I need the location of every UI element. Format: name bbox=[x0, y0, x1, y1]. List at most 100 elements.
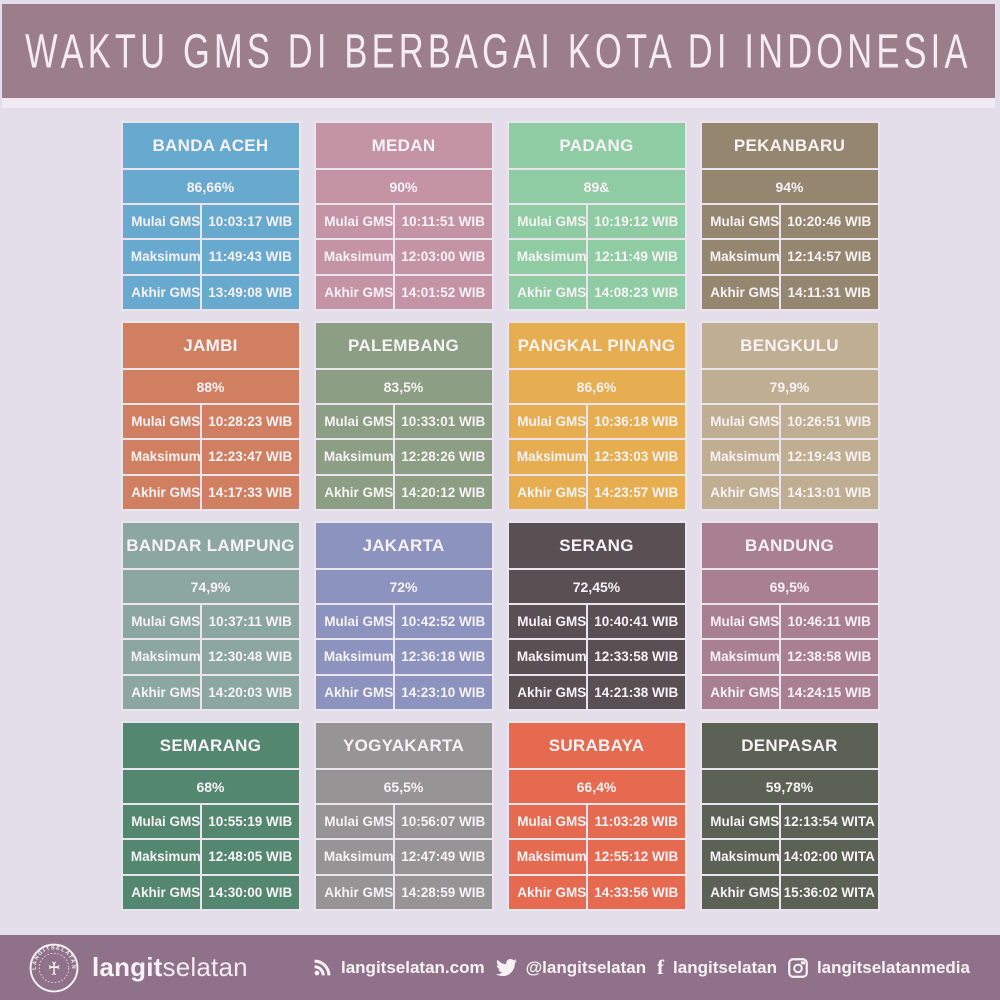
footer-link-website: langitselatan.com bbox=[313, 958, 485, 978]
rss-icon bbox=[313, 958, 332, 977]
time-value: 15:36:02 WITA bbox=[780, 875, 878, 909]
time-row: Maksimum 12:55:12 WIB bbox=[508, 840, 685, 874]
time-value: 14:33:56 WIB bbox=[587, 875, 685, 909]
brand: LANGITSELATAN ♰ langitselatan bbox=[28, 942, 313, 994]
time-row: Mulai GMS 10:42:52 WIB bbox=[315, 605, 492, 639]
time-row: Maksimum 12:33:58 WIB bbox=[508, 640, 685, 674]
city-card: SERANG 72,45% Mulai GMS 10:40:41 WIB Mak… bbox=[506, 521, 687, 711]
city-percent: 72,45% bbox=[508, 570, 685, 603]
city-name: JAMBI bbox=[122, 323, 299, 368]
time-row: Akhir GMS 14:23:57 WIB bbox=[508, 475, 685, 509]
time-value: 14:21:38 WIB bbox=[587, 675, 685, 709]
city-card: SEMARANG 68% Mulai GMS 10:55:19 WIB Maks… bbox=[120, 721, 301, 911]
time-label: Akhir GMS bbox=[315, 475, 393, 509]
time-row: Maksimum 12:19:43 WIB bbox=[701, 440, 878, 474]
facebook-icon: f bbox=[657, 955, 665, 979]
city-card: MEDAN 90% Mulai GMS 10:11:51 WIB Maksimu… bbox=[313, 121, 494, 311]
time-value: 14:11:31 WIB bbox=[780, 275, 878, 309]
time-label: Mulai GMS bbox=[122, 405, 200, 439]
time-label: Akhir GMS bbox=[315, 875, 393, 909]
time-row: Mulai GMS 10:46:11 WIB bbox=[701, 605, 878, 639]
city-grid: BANDA ACEH 86,66% Mulai GMS 10:03:17 WIB… bbox=[120, 121, 880, 911]
footer-link-instagram: langitselatanmedia bbox=[788, 958, 970, 978]
city-name: SURABAYA bbox=[508, 723, 685, 768]
time-value: 12:33:03 WIB bbox=[587, 440, 685, 474]
time-value: 12:38:58 WIB bbox=[780, 640, 878, 674]
time-row: Mulai GMS 10:56:07 WIB bbox=[315, 805, 492, 839]
time-row: Akhir GMS 14:24:15 WIB bbox=[701, 675, 878, 709]
footer-bar: LANGITSELATAN ♰ langitselatan langitsela… bbox=[0, 935, 1000, 1000]
time-value: 12:11:49 WIB bbox=[587, 240, 685, 274]
time-row: Akhir GMS 14:30:00 WIB bbox=[122, 875, 299, 909]
time-label: Mulai GMS bbox=[701, 805, 779, 839]
time-value: 12:55:12 WIB bbox=[587, 840, 685, 874]
time-value: 13:49:08 WIB bbox=[201, 275, 299, 309]
city-card: JAKARTA 72% Mulai GMS 10:42:52 WIB Maksi… bbox=[313, 521, 494, 711]
time-row: Mulai GMS 12:13:54 WITA bbox=[701, 805, 878, 839]
time-value: 12:47:49 WIB bbox=[394, 840, 492, 874]
time-value: 14:23:10 WIB bbox=[394, 675, 492, 709]
city-card: BANDUNG 69,5% Mulai GMS 10:46:11 WIB Mak… bbox=[699, 521, 880, 711]
time-label: Maksimum bbox=[508, 240, 587, 274]
city-name: PANGKAL PINANG bbox=[508, 323, 685, 368]
footer-link-facebook-label: langitselatan bbox=[673, 957, 777, 977]
time-label: Maksimum bbox=[701, 640, 780, 674]
time-value: 14:28:59 WIB bbox=[394, 875, 492, 909]
time-value: 14:20:12 WIB bbox=[394, 475, 492, 509]
time-value: 12:23:47 WIB bbox=[201, 440, 299, 474]
time-row: Akhir GMS 14:08:23 WIB bbox=[508, 275, 685, 309]
city-card: SURABAYA 66,4% Mulai GMS 11:03:28 WIB Ma… bbox=[506, 721, 687, 911]
time-label: Maksimum bbox=[315, 840, 394, 874]
city-name: DENPASAR bbox=[701, 723, 878, 768]
footer-link-facebook: f langitselatan bbox=[657, 955, 777, 980]
footer-link-twitter: @langitselatan bbox=[495, 957, 646, 978]
time-label: Mulai GMS bbox=[122, 605, 200, 639]
time-value: 14:01:52 WIB bbox=[394, 275, 492, 309]
time-row: Mulai GMS 10:19:12 WIB bbox=[508, 205, 685, 239]
time-label: Mulai GMS bbox=[508, 805, 586, 839]
time-label: Akhir GMS bbox=[701, 675, 779, 709]
city-name: PEKANBARU bbox=[701, 123, 878, 168]
time-value: 14:20:03 WIB bbox=[201, 675, 299, 709]
time-value: 10:11:51 WIB bbox=[394, 205, 492, 239]
time-row: Mulai GMS 11:03:28 WIB bbox=[508, 805, 685, 839]
time-row: Mulai GMS 10:37:11 WIB bbox=[122, 605, 299, 639]
footer-links: langitselatan.com @langitselatan f langi… bbox=[313, 955, 970, 980]
city-percent: 66,4% bbox=[508, 770, 685, 803]
city-percent: 94% bbox=[701, 170, 878, 203]
time-label: Maksimum bbox=[122, 840, 201, 874]
time-value: 12:36:18 WIB bbox=[394, 640, 492, 674]
time-value: 10:42:52 WIB bbox=[394, 605, 492, 639]
time-row: Mulai GMS 10:03:17 WIB bbox=[122, 205, 299, 239]
time-row: Mulai GMS 10:28:23 WIB bbox=[122, 405, 299, 439]
time-row: Maksimum 12:48:05 WIB bbox=[122, 840, 299, 874]
time-label: Maksimum bbox=[508, 640, 587, 674]
time-row: Mulai GMS 10:33:01 WIB bbox=[315, 405, 492, 439]
brand-wordmark: langitselatan bbox=[92, 952, 248, 983]
time-label: Mulai GMS bbox=[701, 205, 779, 239]
time-value: 10:46:11 WIB bbox=[780, 605, 878, 639]
city-percent: 59,78% bbox=[701, 770, 878, 803]
time-label: Akhir GMS bbox=[508, 875, 586, 909]
city-percent: 65,5% bbox=[315, 770, 492, 803]
time-row: Maksimum 12:11:49 WIB bbox=[508, 240, 685, 274]
time-label: Akhir GMS bbox=[315, 675, 393, 709]
time-value: 10:03:17 WIB bbox=[201, 205, 299, 239]
time-value: 14:13:01 WIB bbox=[780, 475, 878, 509]
time-value: 14:02:00 WITA bbox=[780, 840, 878, 874]
time-row: Maksimum 12:23:47 WIB bbox=[122, 440, 299, 474]
city-percent: 90% bbox=[315, 170, 492, 203]
city-name: BANDAR LAMPUNG bbox=[122, 523, 299, 568]
time-label: Mulai GMS bbox=[508, 405, 586, 439]
city-name: PADANG bbox=[508, 123, 685, 168]
time-label: Maksimum bbox=[315, 440, 394, 474]
time-row: Akhir GMS 14:17:33 WIB bbox=[122, 475, 299, 509]
time-value: 10:55:19 WIB bbox=[201, 805, 299, 839]
time-row: Mulai GMS 10:11:51 WIB bbox=[315, 205, 492, 239]
time-value: 12:30:48 WIB bbox=[201, 640, 299, 674]
time-value: 12:03:00 WIB bbox=[394, 240, 492, 274]
time-row: Akhir GMS 14:28:59 WIB bbox=[315, 875, 492, 909]
time-row: Maksimum 12:36:18 WIB bbox=[315, 640, 492, 674]
time-label: Mulai GMS bbox=[315, 805, 393, 839]
time-value: 10:28:23 WIB bbox=[201, 405, 299, 439]
